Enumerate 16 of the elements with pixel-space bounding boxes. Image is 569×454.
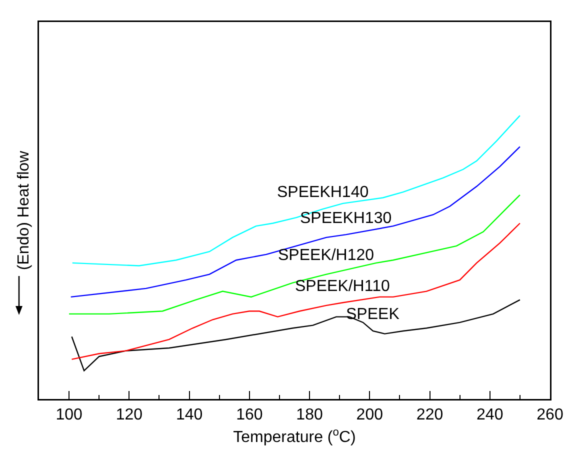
series-label: SPEEK xyxy=(346,306,400,323)
series-label: SPEEK/H110 xyxy=(295,278,390,295)
series-label: SPEEKH130 xyxy=(300,210,392,227)
x-tick-label: 240 xyxy=(476,406,504,424)
x-tick-label: 160 xyxy=(236,406,263,424)
x-tick-label: 200 xyxy=(356,406,384,424)
x-axis-title: Temperature ($^{o}$C) xyxy=(233,426,356,446)
x-tick-label: 180 xyxy=(296,406,323,424)
x-tick-label: 220 xyxy=(416,406,444,424)
x-tick-label: 120 xyxy=(116,406,143,424)
x-tick-label: 140 xyxy=(176,406,203,424)
series-label: SPEEK/H120 xyxy=(278,247,374,264)
x-tick-label: 260 xyxy=(536,406,564,424)
x-tick-label: 100 xyxy=(56,406,83,424)
series-label: SPEEKH140 xyxy=(277,184,369,201)
y-axis-title: (Endo) Heat flow xyxy=(16,150,33,270)
